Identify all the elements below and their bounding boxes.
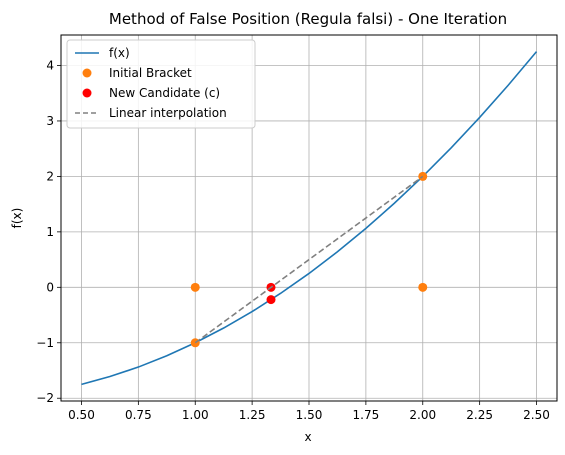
y-axis-title: f(x) — [10, 208, 24, 229]
y-tick-label: −1 — [36, 336, 54, 350]
chart-title: Method of False Position (Regula falsi) … — [109, 10, 507, 28]
point-initial-bracket — [418, 282, 428, 292]
legend-swatch — [82, 68, 92, 78]
point-new-candidate-c — [266, 295, 276, 305]
legend-label: f(x) — [109, 46, 130, 60]
y-tick-label: 0 — [46, 280, 54, 294]
legend-label: New Candidate (c) — [109, 86, 220, 100]
x-tick-label: 2.50 — [523, 408, 550, 422]
x-tick-label: 0.75 — [125, 408, 152, 422]
y-tick-label: 2 — [46, 169, 54, 183]
x-tick-label: 2.00 — [409, 408, 436, 422]
y-tick-label: 1 — [46, 225, 54, 239]
x-tick-label: 1.25 — [239, 408, 266, 422]
x-tick-label: 1.75 — [353, 408, 380, 422]
legend-label: Linear interpolation — [109, 106, 227, 120]
legend-label: Initial Bracket — [109, 66, 192, 80]
x-tick-label: 0.50 — [68, 408, 95, 422]
series-f-x-line — [81, 51, 538, 386]
y-axis: −2 −1 0 1 2 3 4 — [36, 59, 61, 405]
point-initial-bracket — [190, 282, 200, 292]
x-tick-label: 1.00 — [182, 408, 209, 422]
y-tick-label: −2 — [36, 391, 54, 405]
x-axis-title: x — [304, 430, 311, 444]
x-tick-label: 1.50 — [296, 408, 323, 422]
legend: f(x) Initial Bracket New Candidate (c) Line… — [66, 39, 256, 129]
plot-area — [81, 51, 538, 386]
legend-swatch — [82, 88, 92, 98]
legend-box — [66, 39, 256, 129]
x-axis: 0.50 0.75 1.00 1.25 1.50 1.75 2.00 2.25 2.50 — [68, 401, 550, 422]
y-tick-label: 3 — [46, 114, 54, 128]
y-tick-label: 4 — [46, 59, 54, 73]
series-linear-interpolation — [194, 175, 424, 344]
x-tick-label: 2.25 — [466, 408, 493, 422]
